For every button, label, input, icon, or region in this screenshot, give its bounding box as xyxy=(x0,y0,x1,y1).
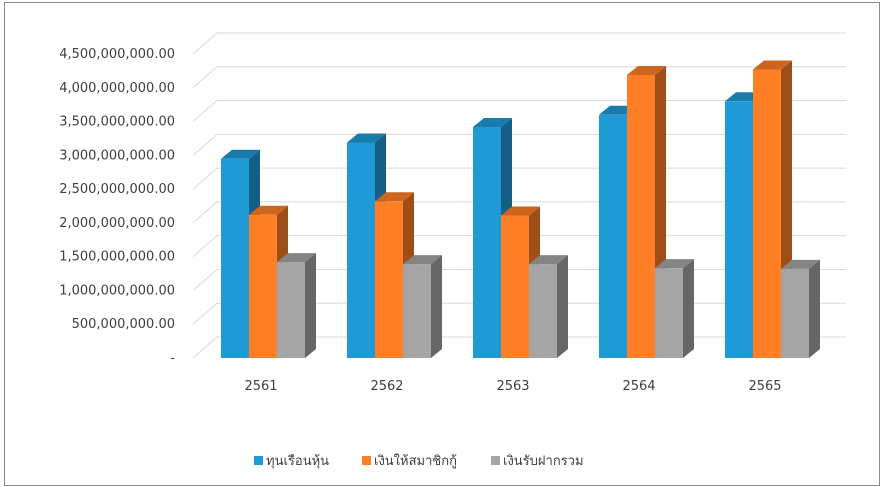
y-tick-label: 3,500,000,000.00 xyxy=(59,115,175,130)
y-tick-label: - xyxy=(170,351,175,366)
bar xyxy=(655,259,694,358)
legend-swatch xyxy=(491,456,500,465)
legend: ทุนเรือนหุ้น เงินให้สมาชิกกู้ เงินรับฝากรว… xyxy=(254,453,584,469)
y-tick-label: 2,000,000,000.00 xyxy=(59,216,175,231)
y-tick-label: 1,500,000,000.00 xyxy=(59,250,175,265)
x-tick-label: 2564 xyxy=(622,379,655,394)
x-tick-label: 2565 xyxy=(748,379,781,394)
x-tick-label: 2562 xyxy=(370,379,403,394)
bar xyxy=(529,255,568,358)
bar xyxy=(781,259,820,358)
legend-item: เงินรับฝากรวม xyxy=(491,454,584,469)
y-tick-label: 4,500,000,000.00 xyxy=(59,47,175,62)
y-axis-ticks: - 500,000,000.00 1,000,000,000.00 1,500,000… xyxy=(59,47,175,366)
y-tick-label: 1,000,000,000.00 xyxy=(59,283,175,298)
x-tick-label: 2561 xyxy=(244,379,277,394)
legend-item: เงินให้สมาชิกกู้ xyxy=(362,453,457,469)
legend-swatch xyxy=(254,456,263,465)
legend-swatch xyxy=(362,456,371,465)
y-tick-label: 2,500,000,000.00 xyxy=(59,182,175,197)
bars xyxy=(221,60,820,359)
y-tick-label: 4,000,000,000.00 xyxy=(59,81,175,96)
bar xyxy=(403,255,442,358)
gridline xyxy=(192,32,846,55)
legend-item: ทุนเรือนหุ้น xyxy=(254,453,329,469)
y-tick-label: 500,000,000.00 xyxy=(72,317,175,332)
x-axis-ticks: 2561 2562 2563 2564 2565 xyxy=(244,379,781,394)
legend-label: เงินให้สมาชิกกู้ xyxy=(374,453,457,469)
y-tick-label: 3,000,000,000.00 xyxy=(59,148,175,163)
bar xyxy=(277,253,316,358)
gridline xyxy=(192,66,846,89)
legend-label: ทุนเรือนหุ้น xyxy=(266,453,329,469)
x-tick-label: 2563 xyxy=(496,379,529,394)
legend-label: เงินรับฝากรวม xyxy=(503,454,584,469)
